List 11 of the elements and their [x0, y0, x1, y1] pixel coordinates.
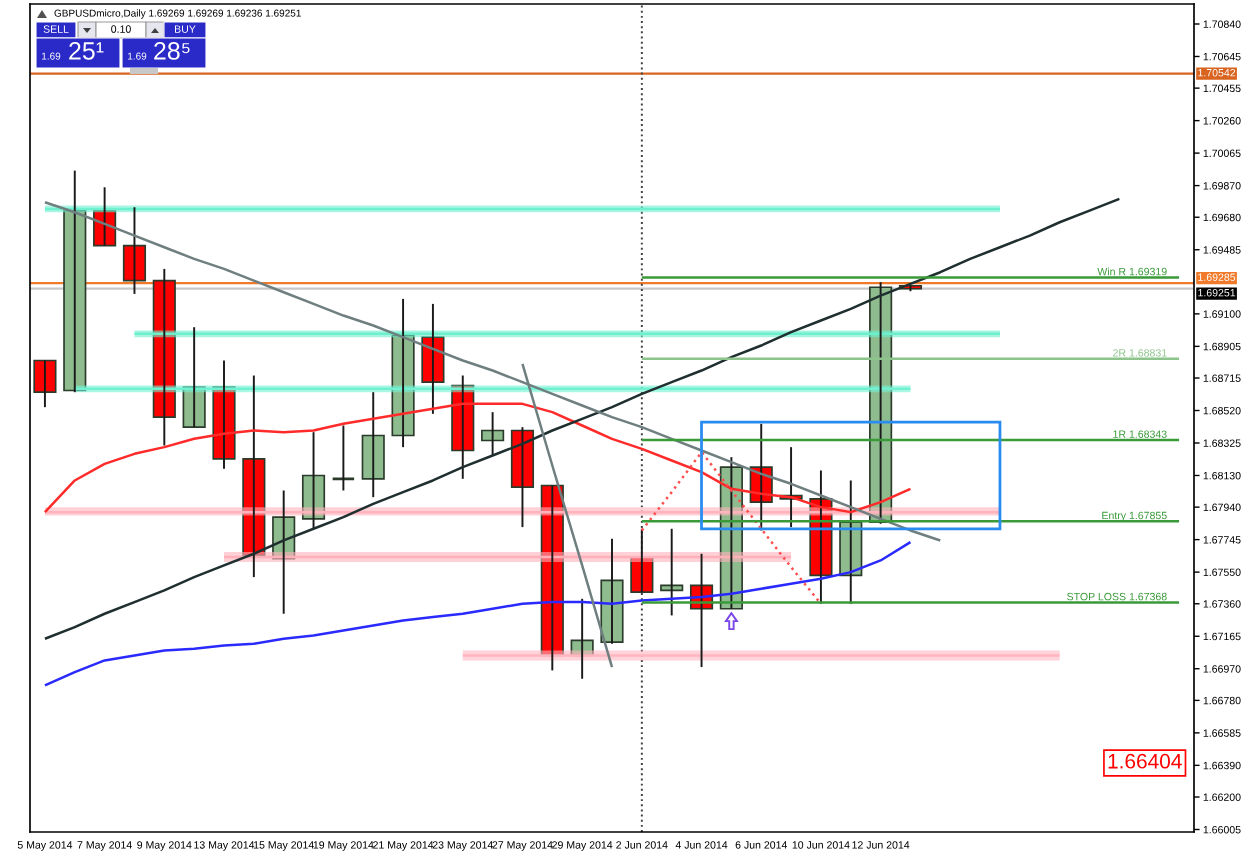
candlestick — [421, 302, 445, 415]
line-series — [43, 402, 912, 514]
line-series — [640, 450, 823, 606]
annotation: 28⁵ — [154, 42, 190, 60]
candlestick — [33, 359, 57, 409]
candlestick — [212, 359, 236, 470]
line-series — [43, 540, 912, 687]
candlestick — [331, 424, 356, 492]
annotation: 1.66404 — [1108, 753, 1182, 769]
annotation: 25¹ — [69, 42, 104, 60]
candlestick — [361, 391, 385, 499]
